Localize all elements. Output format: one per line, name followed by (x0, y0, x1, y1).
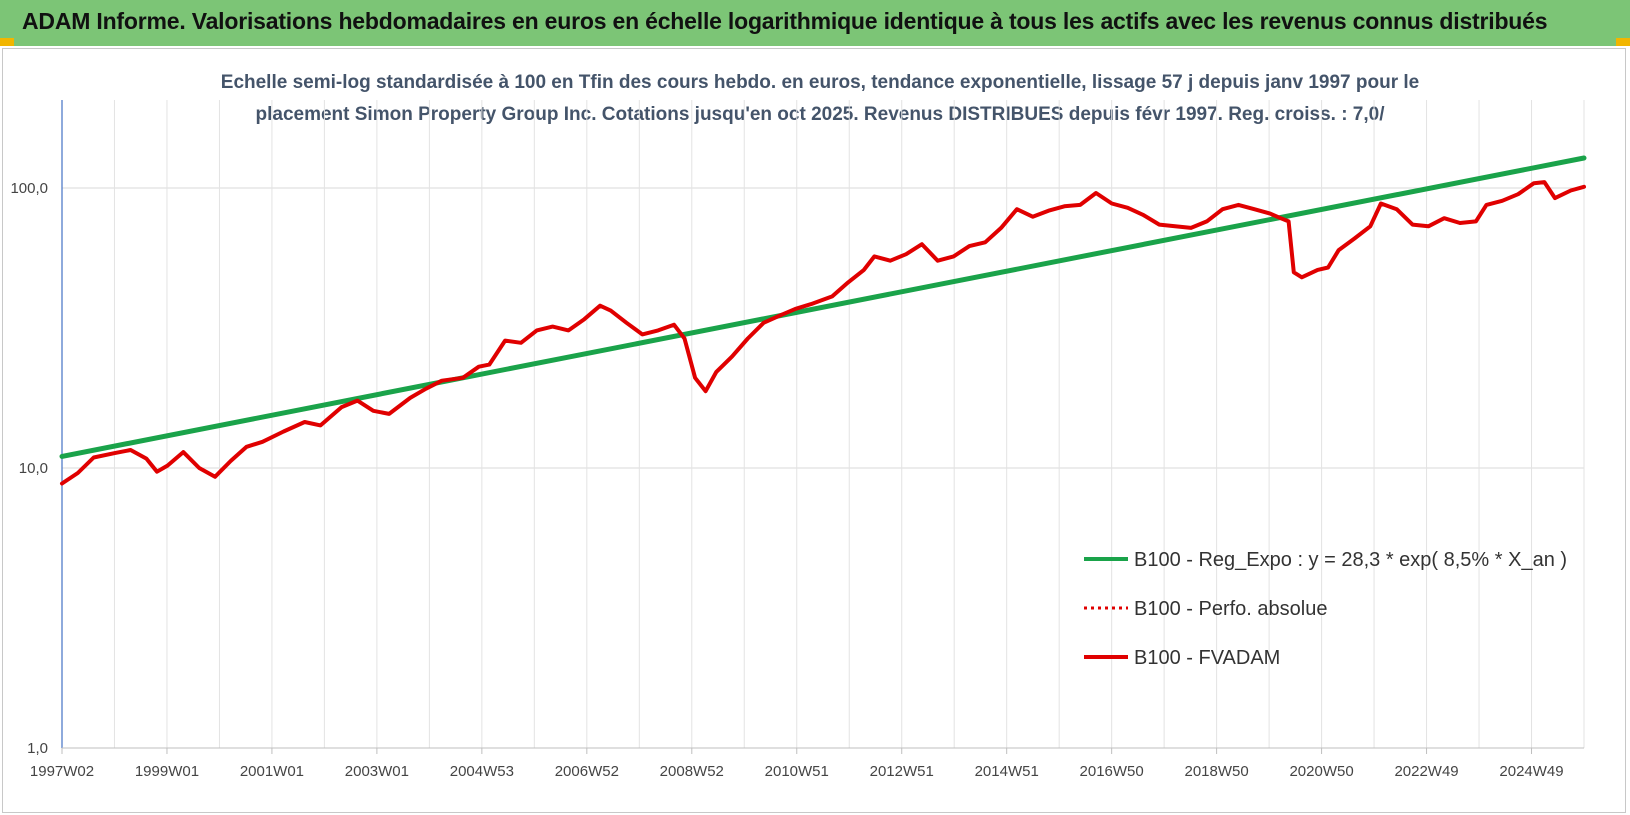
x-tick-label: 2006W52 (555, 763, 619, 780)
x-tick-label: 2022W49 (1394, 763, 1458, 780)
chart-title-line-1: Echelle semi-log standardisée à 100 en T… (220, 72, 1420, 93)
header-banner: ADAM Informe. Valorisations hebdomadaire… (0, 0, 1630, 46)
x-tick-label: 2004W53 (450, 763, 514, 780)
x-tick-label: 2020W50 (1289, 763, 1353, 780)
x-tick-label: 2014W51 (975, 763, 1039, 780)
y-tick-label: 1,0 (27, 740, 48, 757)
x-tick-label: 1999W01 (135, 763, 199, 780)
legend-label: B100 - Reg_Expo : y = 28,3 * exp( 8,5% *… (1134, 549, 1567, 571)
corner-mark-right (1616, 38, 1630, 46)
chart-title-line-2: placement Simon Property Group Inc. Cota… (255, 104, 1385, 125)
y-tick-label: 10,0 (19, 460, 48, 477)
x-tick-label: 2018W50 (1185, 763, 1249, 780)
x-tick-label: 2016W50 (1080, 763, 1144, 780)
x-tick-label: 2008W52 (660, 763, 724, 780)
legend-label: B100 - Perfo. absolue (1134, 598, 1327, 620)
chart-frame (2, 48, 1626, 813)
series-line-2 (60, 180, 1586, 486)
x-tick-label: 2010W51 (765, 763, 829, 780)
corner-mark-left (0, 38, 14, 46)
x-tick-label: 2001W01 (240, 763, 304, 780)
x-tick-label: 2012W51 (870, 763, 934, 780)
series-line-0 (59, 155, 1587, 459)
legend-label: B100 - FVADAM (1134, 647, 1280, 669)
x-tick-label: 2003W01 (345, 763, 409, 780)
page-title: ADAM Informe. Valorisations hebdomadaire… (22, 8, 1548, 34)
x-tick-label: 2024W49 (1499, 763, 1563, 780)
x-tick-label: 1997W02 (30, 763, 94, 780)
y-tick-label: 100,0 (10, 180, 48, 197)
